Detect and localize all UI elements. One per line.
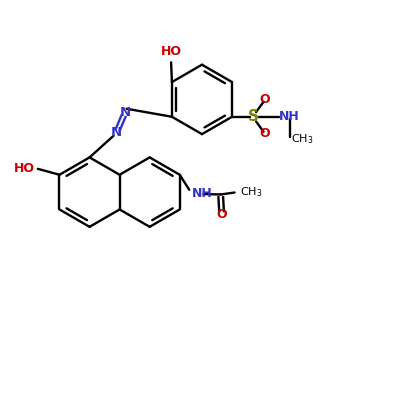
Text: S: S — [248, 109, 259, 124]
Text: NH: NH — [192, 187, 213, 200]
Text: O: O — [259, 93, 270, 106]
Text: NH: NH — [279, 110, 300, 123]
Text: N: N — [111, 126, 122, 140]
Text: CH$_3$: CH$_3$ — [291, 132, 314, 146]
Text: CH$_3$: CH$_3$ — [240, 186, 263, 200]
Text: HO: HO — [14, 162, 35, 174]
Text: N: N — [120, 106, 131, 119]
Text: O: O — [259, 127, 270, 140]
Text: O: O — [216, 208, 227, 221]
Text: HO: HO — [161, 45, 182, 58]
